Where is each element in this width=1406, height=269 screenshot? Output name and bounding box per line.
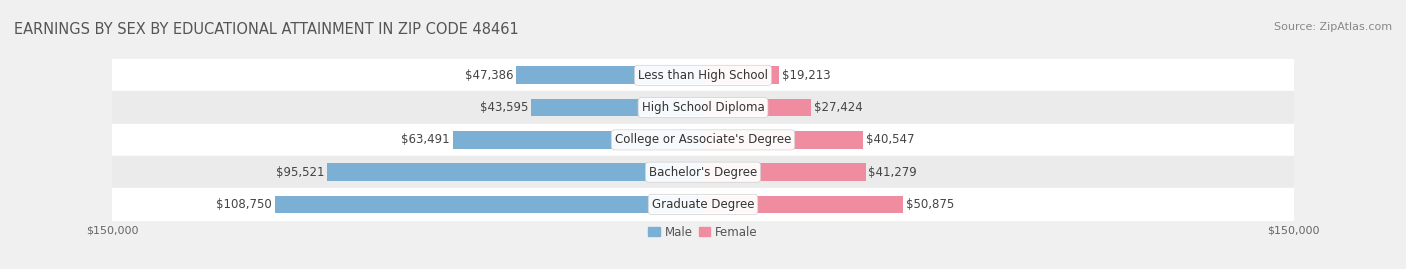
Text: $95,521: $95,521 xyxy=(276,166,323,179)
Text: $40,547: $40,547 xyxy=(866,133,914,146)
Text: Bachelor's Degree: Bachelor's Degree xyxy=(650,166,756,179)
Bar xyxy=(453,131,703,149)
Bar xyxy=(516,66,703,84)
Legend: Male, Female: Male, Female xyxy=(644,221,762,244)
Bar xyxy=(703,163,866,181)
Text: $19,213: $19,213 xyxy=(782,69,830,82)
Bar xyxy=(703,99,811,116)
Bar xyxy=(531,99,703,116)
Text: $43,595: $43,595 xyxy=(479,101,529,114)
Bar xyxy=(112,188,1294,221)
Text: Less than High School: Less than High School xyxy=(638,69,768,82)
Bar xyxy=(112,124,1294,156)
Bar xyxy=(276,196,703,213)
Text: $108,750: $108,750 xyxy=(217,198,271,211)
Bar xyxy=(112,59,1294,91)
Bar xyxy=(703,196,903,213)
Bar xyxy=(112,156,1294,188)
Text: College or Associate's Degree: College or Associate's Degree xyxy=(614,133,792,146)
Text: $63,491: $63,491 xyxy=(402,133,450,146)
Bar xyxy=(703,131,863,149)
Text: $47,386: $47,386 xyxy=(465,69,513,82)
Text: $50,875: $50,875 xyxy=(907,198,955,211)
Bar xyxy=(112,91,1294,124)
Bar xyxy=(703,66,779,84)
Text: Graduate Degree: Graduate Degree xyxy=(652,198,754,211)
Text: High School Diploma: High School Diploma xyxy=(641,101,765,114)
Bar xyxy=(328,163,703,181)
Text: Source: ZipAtlas.com: Source: ZipAtlas.com xyxy=(1274,22,1392,31)
Text: $27,424: $27,424 xyxy=(814,101,863,114)
Text: $41,279: $41,279 xyxy=(869,166,917,179)
Text: EARNINGS BY SEX BY EDUCATIONAL ATTAINMENT IN ZIP CODE 48461: EARNINGS BY SEX BY EDUCATIONAL ATTAINMEN… xyxy=(14,22,519,37)
